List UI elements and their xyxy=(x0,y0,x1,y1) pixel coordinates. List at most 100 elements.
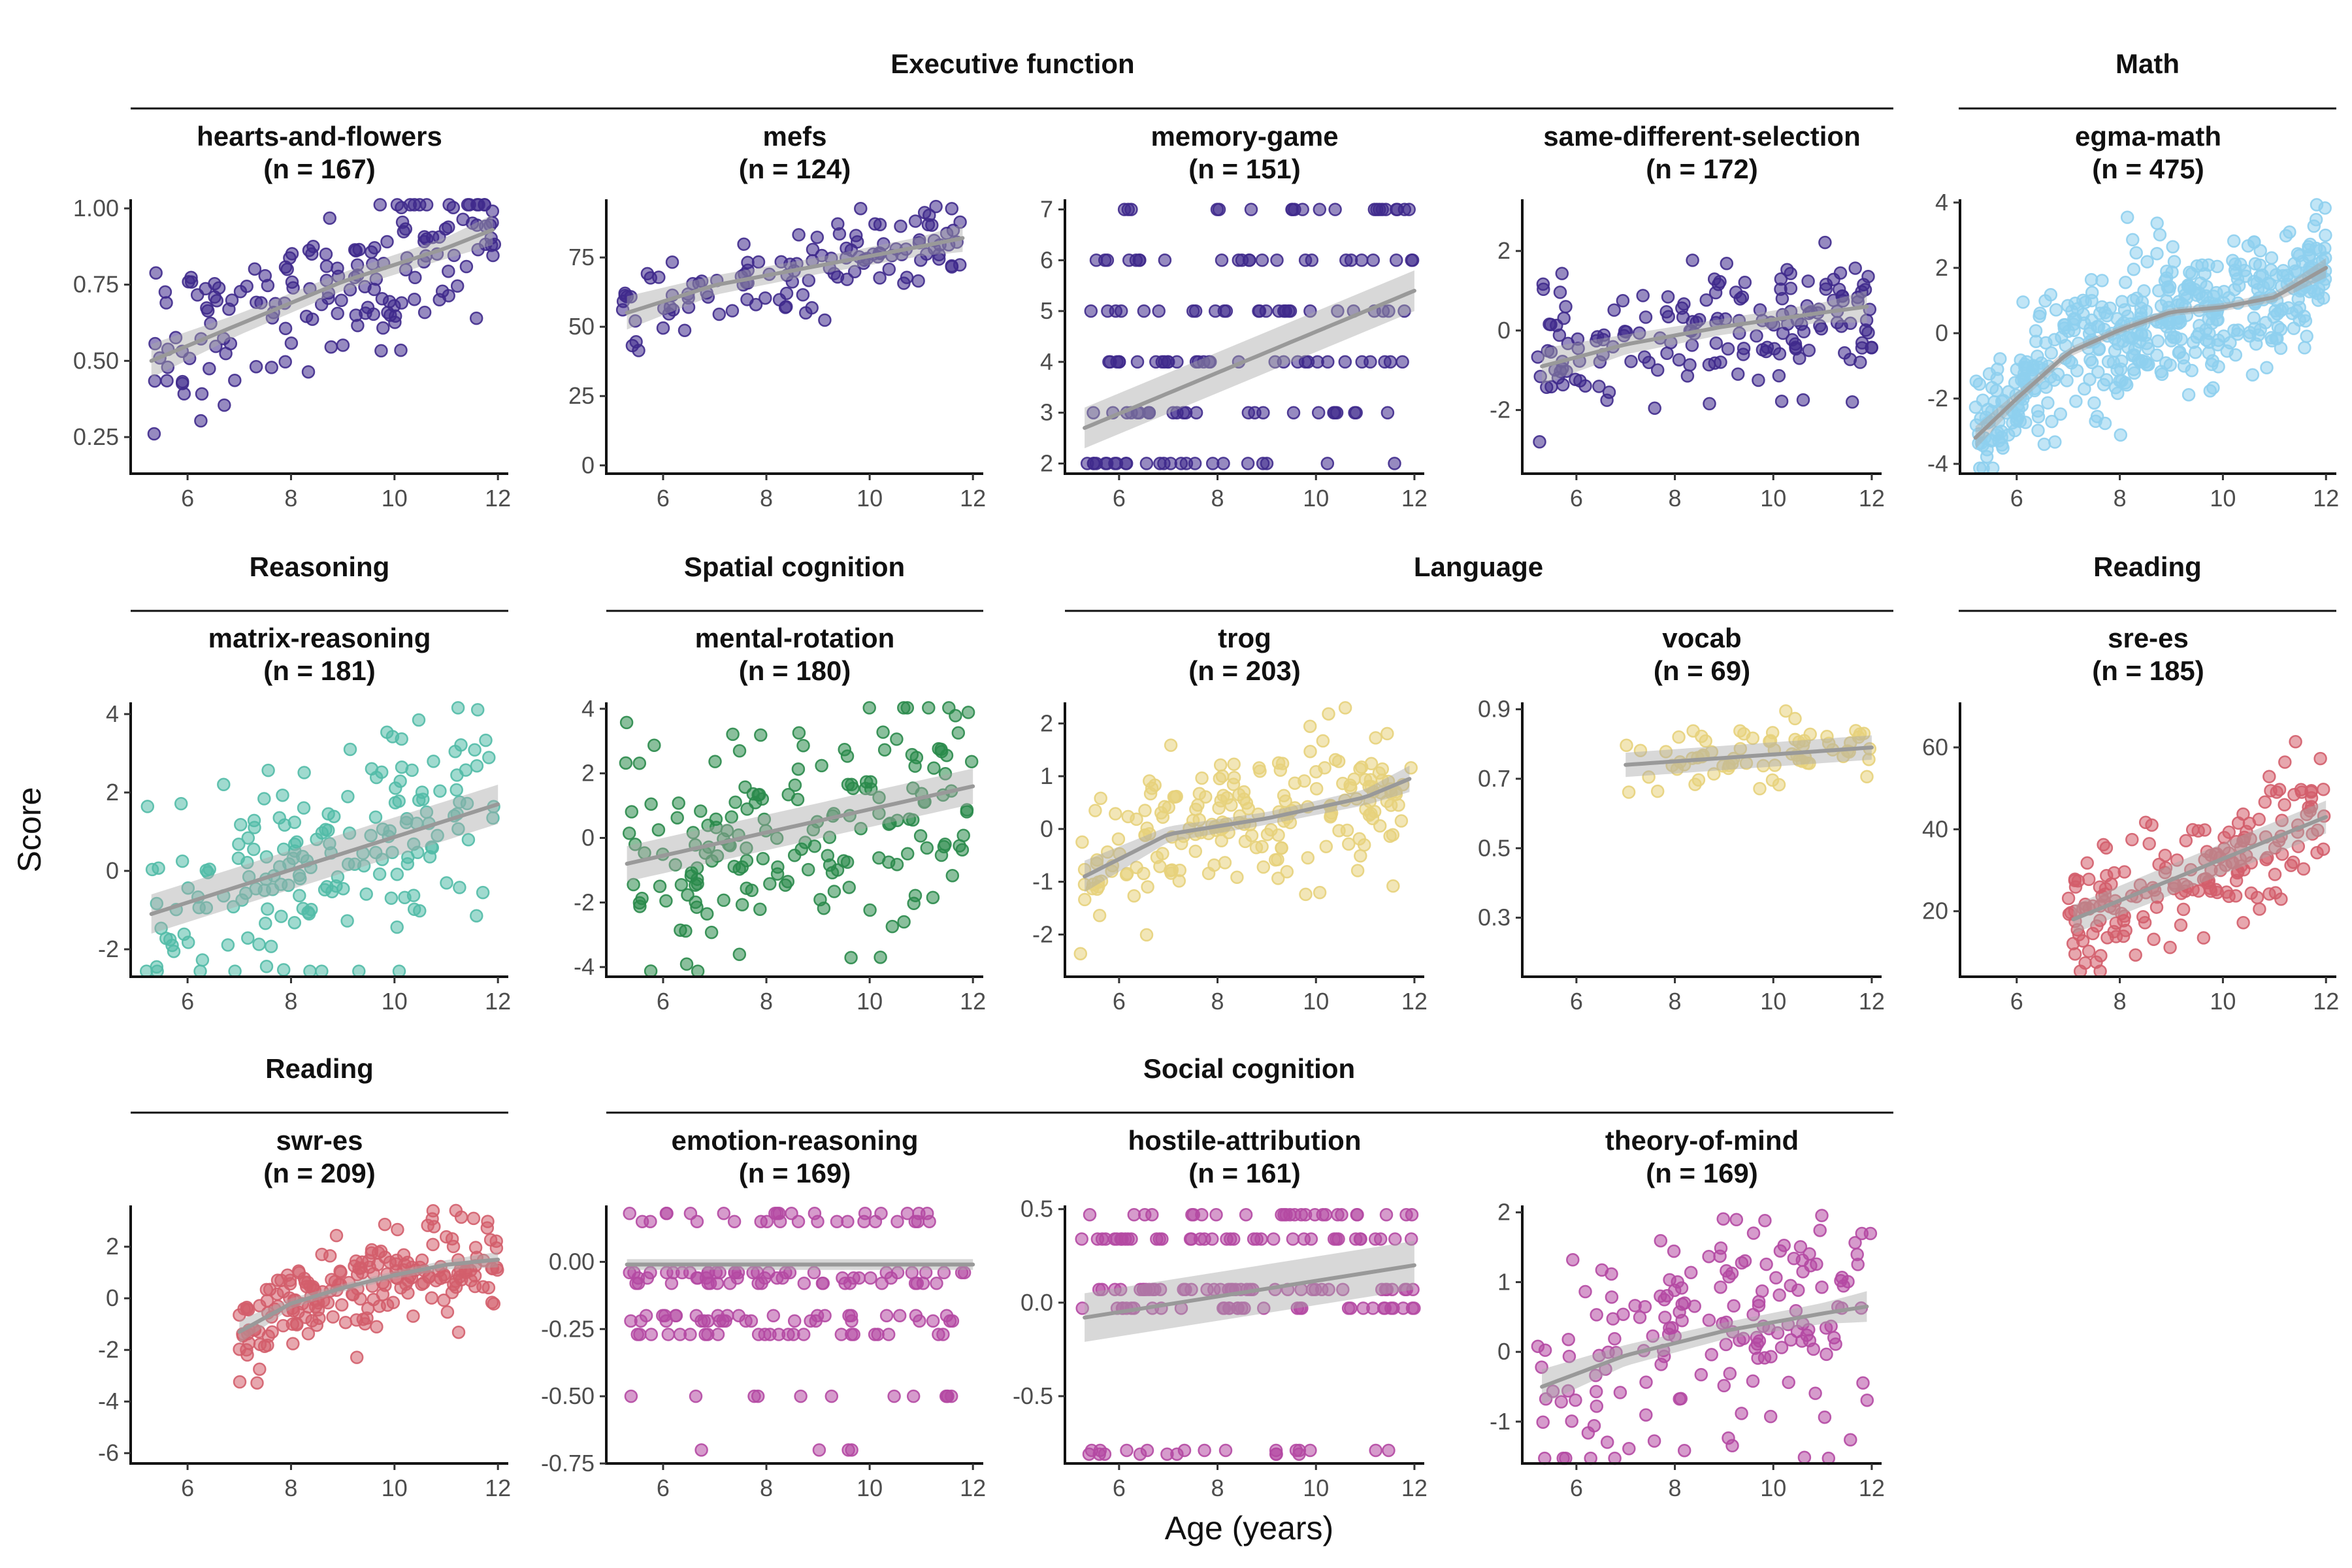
panels: hearts-and-flowers(n = 167)0.250.500.751… xyxy=(73,121,2339,1501)
data-point xyxy=(2166,240,2180,253)
data-point xyxy=(290,835,304,849)
data-point xyxy=(305,1314,319,1328)
data-point xyxy=(745,883,759,898)
data-point xyxy=(1280,865,1294,879)
data-point xyxy=(1075,835,1089,849)
data-point xyxy=(2016,295,2030,309)
group-title-social-cognition: Social cognition xyxy=(1143,1053,1355,1084)
data-point xyxy=(1713,1249,1727,1263)
data-point xyxy=(1227,770,1241,785)
data-point xyxy=(1550,318,1563,333)
data-point xyxy=(1219,304,1233,318)
data-point xyxy=(375,292,389,306)
data-point xyxy=(2268,868,2282,881)
data-point xyxy=(926,1314,940,1328)
data-point xyxy=(1993,352,2007,366)
data-point xyxy=(1319,840,1333,853)
data-point xyxy=(340,914,354,928)
data-point xyxy=(1119,868,1134,882)
data-point xyxy=(1141,880,1154,894)
data-point xyxy=(908,214,923,228)
data-point xyxy=(158,285,172,299)
data-point xyxy=(852,1271,866,1285)
y-tick-label: 0.00 xyxy=(549,1248,595,1275)
data-point xyxy=(465,216,480,230)
points-emotion-reasoning xyxy=(623,1207,972,1457)
data-point xyxy=(201,866,215,879)
data-point xyxy=(906,1389,921,1403)
data-point xyxy=(1553,286,1567,299)
data-point xyxy=(1339,253,1353,267)
data-point xyxy=(1803,727,1817,742)
y-tick-label: -2 xyxy=(98,1336,119,1363)
data-point xyxy=(2037,437,2051,451)
data-point xyxy=(1149,355,1163,369)
data-point xyxy=(1320,457,1335,470)
data-point xyxy=(1540,380,1554,395)
data-point xyxy=(653,879,667,893)
data-point xyxy=(2219,885,2234,899)
data-point xyxy=(1389,253,1403,267)
data-point xyxy=(1608,1331,1622,1346)
data-point xyxy=(1729,1213,1744,1227)
data-point xyxy=(253,1337,267,1351)
data-point xyxy=(148,374,162,388)
y-tick-label: 0 xyxy=(1497,317,1511,344)
panel-same-different-selection: same-different-selection(n = 172) -2 0 2 6 8 1… xyxy=(1490,121,1885,512)
data-point xyxy=(283,251,297,265)
data-point xyxy=(241,931,255,945)
data-point xyxy=(261,763,275,777)
data-point xyxy=(2147,932,2161,946)
y-tick-label: 0 xyxy=(1935,319,1948,346)
data-point xyxy=(297,801,311,815)
data-point xyxy=(732,947,747,962)
data-point xyxy=(913,1314,926,1328)
group-title-reading-row2: Reading xyxy=(2093,551,2202,582)
data-point xyxy=(1556,378,1570,392)
data-point xyxy=(842,880,856,894)
data-point xyxy=(2087,396,2101,410)
data-point xyxy=(270,1287,284,1301)
data-point xyxy=(1833,266,1848,280)
data-point xyxy=(1382,1443,1396,1458)
data-point xyxy=(2202,346,2215,360)
data-point xyxy=(2210,259,2224,274)
y-tick-label: -0.25 xyxy=(541,1315,595,1342)
x-axis-label: Age (years) xyxy=(1165,1510,1333,1546)
data-point xyxy=(683,1328,697,1341)
data-point xyxy=(351,319,365,333)
data-point xyxy=(1677,297,1691,311)
data-point xyxy=(1303,304,1317,318)
data-point xyxy=(226,900,240,914)
x-tick-label: 12 xyxy=(2313,988,2339,1015)
data-point xyxy=(303,964,317,978)
data-point xyxy=(1710,312,1725,325)
data-point xyxy=(879,1309,894,1322)
data-point xyxy=(1829,1337,1842,1351)
data-point xyxy=(1091,875,1105,889)
data-point xyxy=(440,876,453,890)
data-point xyxy=(419,198,434,212)
y-tick-label: 0 xyxy=(581,451,595,478)
data-point xyxy=(1242,253,1256,267)
data-point xyxy=(439,1230,453,1244)
data-point xyxy=(331,306,344,321)
y-tick-label: 7 xyxy=(1040,196,1053,223)
data-point xyxy=(406,1309,420,1323)
data-point xyxy=(2100,930,2114,945)
data-point xyxy=(2243,325,2257,340)
data-point xyxy=(2258,795,2272,809)
data-point xyxy=(160,374,174,387)
data-point xyxy=(766,1309,781,1322)
data-point xyxy=(261,902,274,916)
data-point xyxy=(2033,309,2046,323)
data-point xyxy=(249,359,263,374)
y-tick-label: 0.75 xyxy=(73,271,119,298)
data-point xyxy=(806,242,820,257)
y-tick-label: -1 xyxy=(1490,1408,1511,1435)
data-point xyxy=(1590,1399,1604,1413)
data-point xyxy=(1158,253,1172,267)
data-point xyxy=(794,1389,808,1403)
trend-line-same-different-selection xyxy=(1540,304,1869,368)
data-point xyxy=(1286,406,1301,419)
